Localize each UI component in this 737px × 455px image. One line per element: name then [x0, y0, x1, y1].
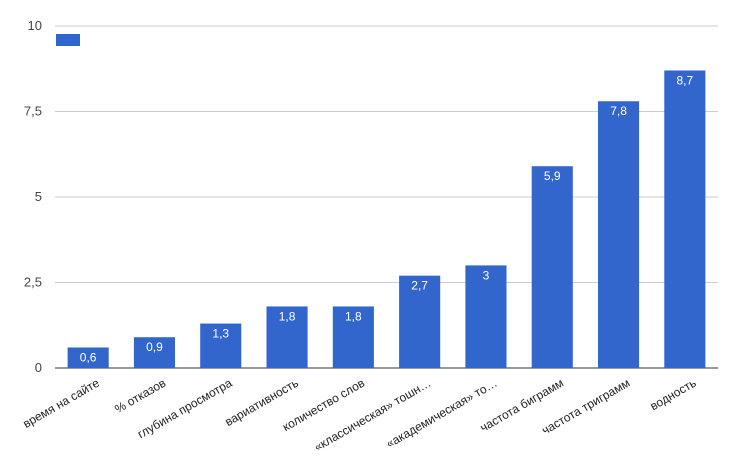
bar [531, 166, 573, 368]
data-label: 8,7 [677, 73, 694, 87]
data-label: 1,3 [212, 327, 229, 341]
bar [67, 347, 109, 368]
x-category-label: время на сайте [20, 376, 102, 431]
x-category-label: водность [648, 376, 699, 413]
data-label: 1,8 [279, 309, 296, 323]
x-category-label: «академическая» то… [384, 376, 500, 451]
y-tick-label: 10 [28, 18, 42, 33]
bar [266, 306, 308, 368]
y-tick-label: 7,5 [24, 104, 42, 119]
x-category-label: «классическая» тошн… [312, 376, 434, 454]
data-label: 0,6 [80, 350, 97, 364]
y-tick-label: 2,5 [24, 275, 42, 290]
bars [67, 70, 706, 369]
bar [664, 70, 706, 369]
data-label: 0,9 [146, 340, 163, 354]
bar [465, 265, 507, 368]
y-tick-label: 5 [35, 189, 42, 204]
y-axis-ticks: 0 2,5 5 7,5 10 [24, 18, 42, 375]
bar [332, 306, 374, 368]
bar [597, 101, 640, 369]
data-label: 1,8 [345, 309, 362, 323]
y-tick-label: 0 [35, 360, 42, 375]
data-labels: 0,6 0,9 1,3 1,8 1,8 2,7 3 5,9 7,8 8,7 [80, 73, 694, 364]
bar [200, 323, 242, 368]
data-label: 5,9 [544, 169, 561, 183]
bar [133, 337, 176, 368]
data-label: 2,7 [411, 279, 428, 293]
x-category-label: % отказов [112, 376, 168, 416]
bar [399, 275, 441, 368]
data-label: 3 [483, 268, 490, 282]
legend-swatch [56, 34, 80, 46]
data-label: 7,8 [610, 104, 627, 118]
